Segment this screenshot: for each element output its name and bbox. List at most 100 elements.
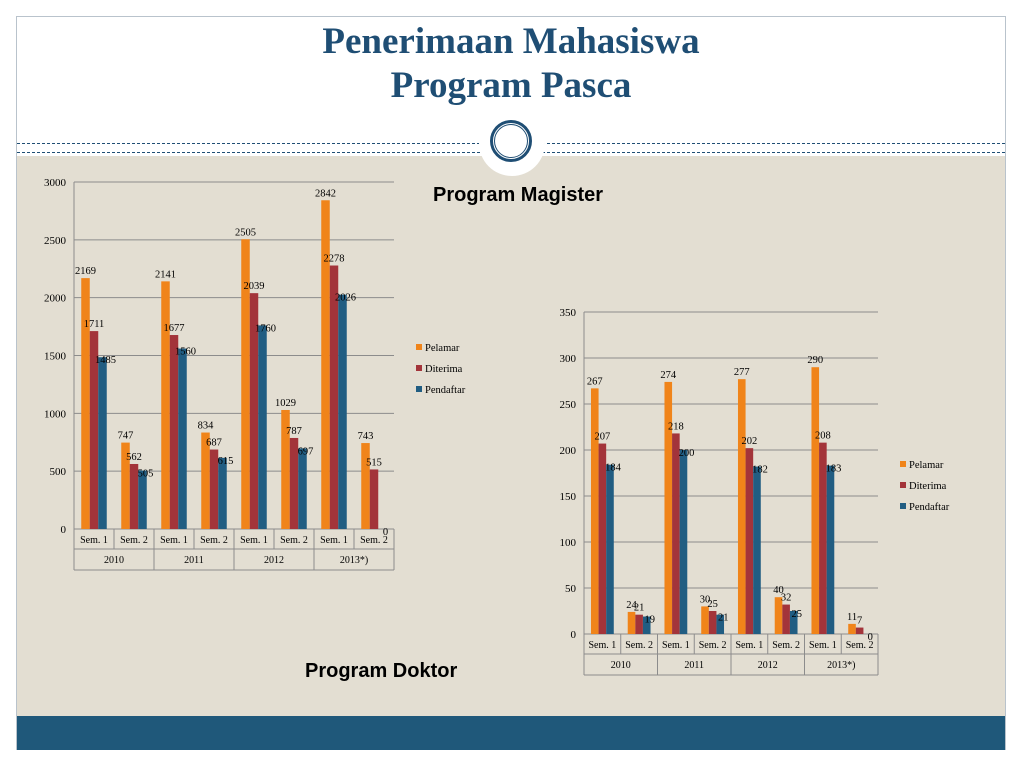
doktor-y-tick-label: 150	[560, 491, 577, 503]
doktor-category-label: Sem. 1	[735, 640, 763, 651]
magister-legend-label: Pendaftar	[425, 385, 466, 396]
magister-data-label: 2169	[75, 266, 96, 277]
doktor-data-label: 40	[773, 585, 784, 596]
doktor-data-label: 11	[847, 612, 857, 623]
doktor-category-label: Sem. 2	[846, 640, 874, 651]
doktor-data-label: 182	[752, 465, 768, 476]
magister-legend-swatch	[416, 386, 422, 392]
doktor-bar-pendaftar	[716, 614, 725, 634]
doktor-legend-label: Diterima	[909, 481, 947, 492]
doktor-category-label: Sem. 1	[809, 640, 837, 651]
magister-bar-pendaftar	[298, 448, 307, 529]
doktor-bar-pelamar	[664, 381, 673, 634]
magister-legend-swatch	[416, 365, 422, 371]
magister-bar-pendaftar	[138, 470, 147, 529]
doktor-data-label: 290	[807, 355, 823, 366]
magister-category-label: Sem. 1	[80, 535, 108, 546]
magister-data-label: 515	[366, 457, 382, 468]
magister-category-label: Sem. 2	[120, 535, 148, 546]
doktor-legend-label: Pendaftar	[909, 502, 950, 513]
magister-y-tick-label: 1000	[44, 408, 67, 420]
magister-data-label: 505	[138, 469, 154, 480]
doktor-bar-pelamar	[811, 367, 820, 634]
magister-data-label: 2505	[235, 227, 256, 238]
doktor-bar-pelamar	[774, 597, 783, 634]
magister-bar-diterima	[209, 449, 219, 529]
magister-data-label: 2039	[244, 281, 265, 292]
chart-title-doktor: Program Doktor	[305, 660, 458, 682]
magister-bar-pelamar	[201, 432, 210, 529]
doktor-group-label: 2010	[611, 660, 631, 671]
doktor-data-label: 207	[595, 432, 611, 443]
doktor-bar-pendaftar	[642, 616, 651, 634]
magister-data-label: 2141	[155, 269, 176, 280]
magister-category-label: Sem. 1	[320, 535, 348, 546]
magister-y-tick-label: 500	[50, 466, 67, 478]
slide-title-line1: Penerimaan Mahasiswa	[322, 21, 700, 62]
doktor-group-label: 2013*)	[827, 660, 855, 671]
magister-bar-pendaftar	[178, 348, 187, 529]
doktor-y-tick-label: 50	[565, 583, 577, 595]
magister-category-label: Sem. 1	[160, 535, 188, 546]
doktor-data-label: 277	[734, 367, 750, 378]
doktor-data-label: 21	[634, 603, 645, 614]
doktor-data-label: 25	[707, 599, 718, 610]
magister-bar-pelamar	[241, 239, 250, 529]
doktor-data-label: 32	[781, 593, 792, 604]
magister-data-label: 562	[126, 452, 142, 463]
magister-data-label: 1485	[95, 355, 116, 366]
doktor-bar-pendaftar	[753, 466, 761, 634]
doktor-bar-diterima	[745, 448, 754, 634]
magister-data-label: 1560	[175, 347, 196, 358]
doktor-group-label: 2012	[758, 660, 778, 671]
magister-bar-diterima	[289, 437, 299, 529]
doktor-bar-diterima	[782, 604, 790, 634]
doktor-category-label: Sem. 1	[588, 640, 616, 651]
magister-group-label: 2010	[104, 555, 124, 566]
magister-bar-pendaftar	[258, 325, 267, 529]
magister-bar-diterima	[249, 293, 259, 529]
magister-data-label: 615	[218, 456, 234, 467]
magister-data-label: 697	[298, 446, 314, 457]
magister-y-tick-label: 2500	[44, 235, 67, 247]
magister-data-label: 2278	[324, 254, 345, 265]
magister-data-label: 1760	[255, 323, 276, 334]
magister-bar-pelamar	[281, 409, 290, 529]
doktor-data-label: 267	[587, 376, 603, 387]
doktor-data-label: 202	[742, 436, 758, 447]
doktor-bar-pendaftar	[826, 465, 835, 634]
doktor-y-tick-label: 250	[560, 399, 577, 411]
magister-category-label: Sem. 2	[280, 535, 308, 546]
doktor-bar-pendaftar	[606, 464, 614, 634]
doktor-data-label: 7	[857, 616, 862, 627]
magister-category-label: Sem. 2	[200, 535, 228, 546]
magister-data-label: 2026	[335, 293, 356, 304]
doktor-category-label: Sem. 2	[699, 640, 727, 651]
magister-bar-pelamar	[361, 443, 370, 529]
doktor-data-label: 218	[668, 421, 684, 432]
doktor-legend-label: Pelamar	[909, 460, 944, 471]
magister-data-label: 0	[383, 527, 388, 538]
magister-group-label: 2013*)	[340, 555, 368, 566]
magister-data-label: 747	[118, 431, 134, 442]
magister-bar-pelamar	[321, 200, 330, 529]
doktor-y-tick-label: 350	[560, 307, 577, 319]
doktor-bar-pelamar	[737, 379, 746, 634]
magister-bar-diterima	[369, 469, 379, 529]
doktor-data-label: 0	[868, 632, 873, 643]
doktor-data-label: 30	[700, 594, 711, 605]
magister-category-label: Sem. 2	[360, 535, 388, 546]
doktor-bar-pelamar	[590, 388, 599, 634]
doktor-bar-diterima	[855, 627, 864, 634]
magister-legend-label: Diterima	[425, 364, 463, 375]
doktor-data-label: 200	[679, 448, 695, 459]
doktor-bar-diterima	[708, 611, 717, 634]
magister-bar-pendaftar	[218, 457, 227, 529]
magister-data-label: 787	[286, 426, 302, 437]
magister-group-label: 2011	[184, 555, 204, 566]
magister-data-label: 834	[198, 421, 215, 432]
magister-bar-diterima	[89, 331, 99, 529]
doktor-y-tick-label: 0	[571, 629, 577, 641]
magister-bar-diterima	[129, 463, 139, 529]
